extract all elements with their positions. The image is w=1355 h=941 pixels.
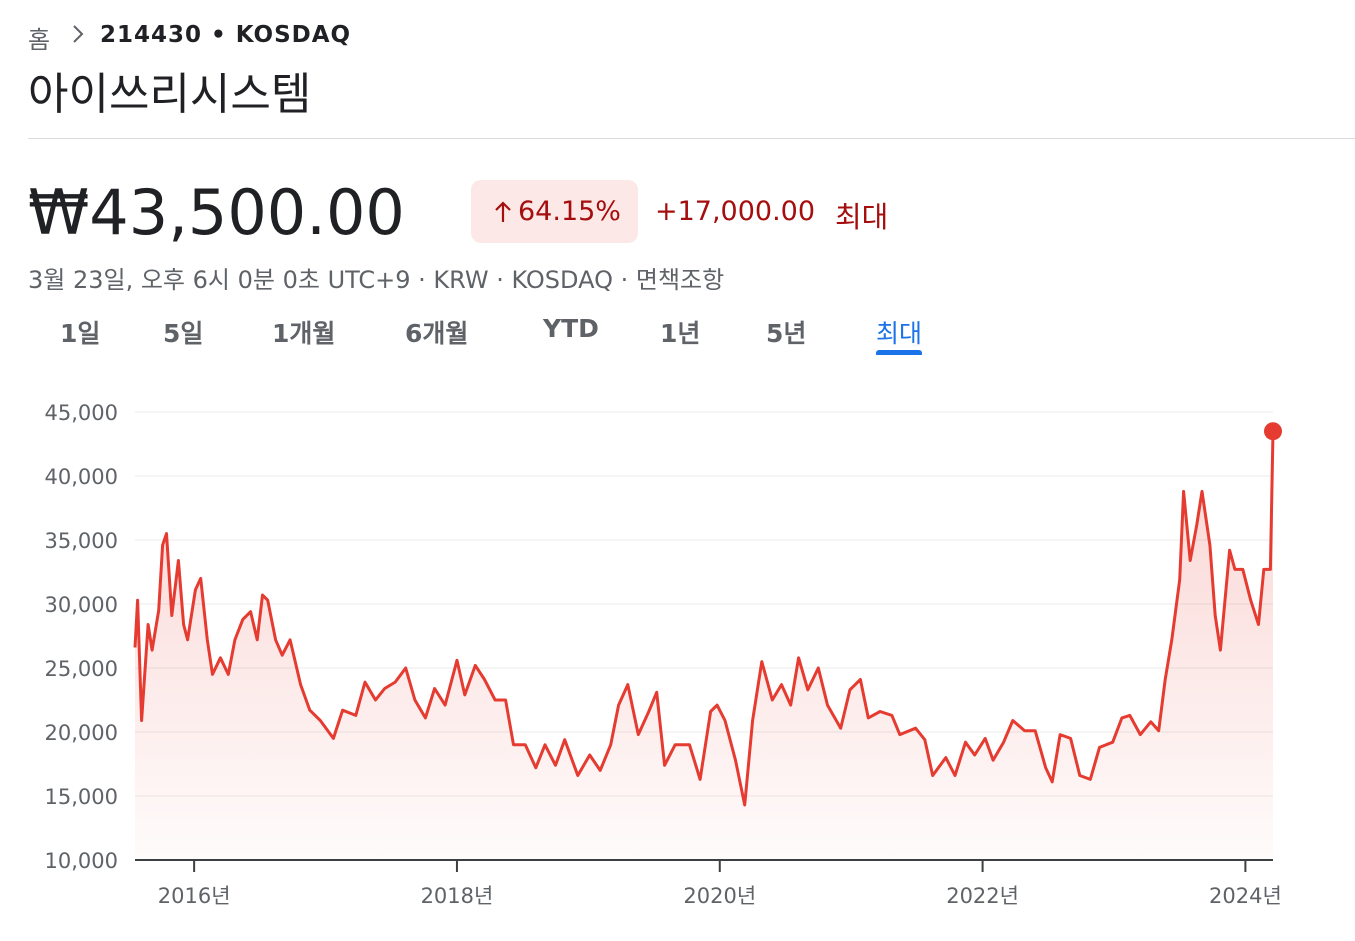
range-tab[interactable]: 6개월 <box>405 319 469 348</box>
change-amount: +17,000.00 <box>655 196 816 227</box>
x-tick-label: 2020년 <box>683 884 756 908</box>
breadcrumb-ticker: 214430 • KOSDAQ <box>100 22 352 48</box>
breadcrumb-separator <box>73 25 84 43</box>
breadcrumb-home[interactable]: 홈 <box>28 26 51 54</box>
range-tab[interactable]: 1년 <box>660 319 701 348</box>
price-line <box>133 431 1275 807</box>
y-tick-label: 40,000 <box>45 465 118 489</box>
range-tab[interactable]: 5일 <box>163 319 204 348</box>
price: ₩43,500.00 <box>28 176 405 249</box>
y-tick-label: 20,000 <box>45 721 118 745</box>
y-tick-label: 30,000 <box>45 593 118 617</box>
up-arrow <box>495 201 511 222</box>
range-tab[interactable]: YTD <box>543 314 599 343</box>
x-tick-label: 2016년 <box>158 884 231 908</box>
company-name: 아이쓰리시스템 <box>28 69 312 120</box>
range-tab[interactable]: 5년 <box>766 319 807 348</box>
y-tick-label: 45,000 <box>45 401 118 425</box>
y-tick-label: 15,000 <box>45 785 118 809</box>
y-tick-label: 35,000 <box>45 529 118 553</box>
tab-indicator <box>876 350 922 355</box>
change-percent: 64.15% <box>518 196 621 227</box>
area <box>135 431 1273 860</box>
x-tick-label: 2018년 <box>421 884 494 908</box>
quote-info: 3월 23일, 오후 6시 0분 0초 UTC+9 · KRW · KOSDAQ… <box>28 266 725 294</box>
x-tick-label: 2022년 <box>946 884 1019 908</box>
range-tab[interactable]: 최대 <box>876 319 923 348</box>
change-period: 최대 <box>835 200 889 234</box>
change-badge <box>471 180 638 243</box>
range-tab[interactable]: 1일 <box>60 319 101 348</box>
x-tick-label: 2024년 <box>1209 884 1282 908</box>
divider <box>28 138 1355 139</box>
y-tick-label: 25,000 <box>45 657 118 681</box>
last-point <box>1264 422 1282 441</box>
range-tab[interactable]: 1개월 <box>272 319 336 348</box>
y-tick-label: 10,000 <box>45 849 118 873</box>
